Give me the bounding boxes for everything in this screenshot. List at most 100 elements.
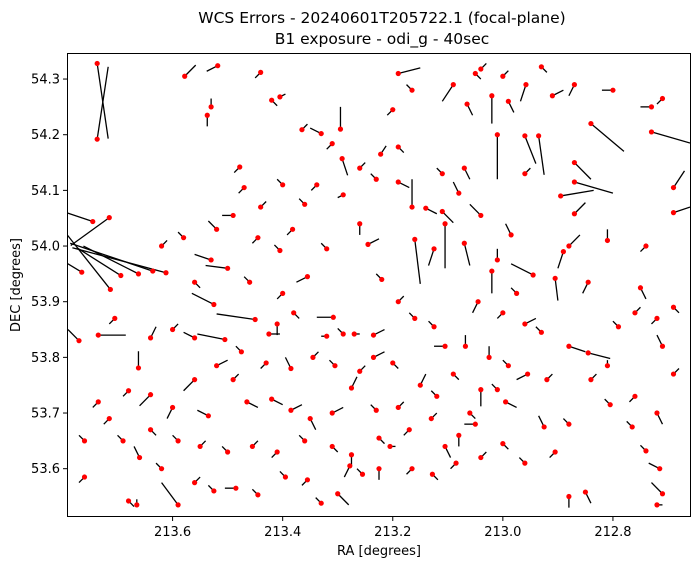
- data-point: [134, 502, 140, 508]
- data-point: [208, 104, 214, 110]
- data-point: [269, 97, 275, 103]
- error-vector: [76, 247, 122, 277]
- data-point: [544, 377, 550, 383]
- data-point: [314, 182, 320, 188]
- data-point: [180, 235, 187, 241]
- data-point: [277, 247, 283, 254]
- data-point: [376, 466, 382, 472]
- data-point: [90, 218, 96, 225]
- data-point: [657, 466, 663, 472]
- x-axis-ticks: 213.6 213.4 213.2 213.0 212.8: [154, 516, 632, 540]
- data-point: [585, 350, 591, 356]
- data-point: [558, 193, 564, 199]
- data-point: [192, 335, 198, 341]
- data-point: [494, 257, 500, 263]
- data-point: [269, 396, 275, 402]
- data-point: [395, 404, 401, 411]
- data-point: [302, 201, 308, 207]
- data-point: [610, 87, 616, 93]
- error-vector: [441, 84, 454, 102]
- data-point: [643, 448, 649, 454]
- data-point: [530, 272, 536, 278]
- error-vector: [560, 189, 594, 197]
- data-point: [214, 363, 220, 369]
- error-vector: [427, 248, 435, 266]
- data-point: [571, 179, 578, 185]
- data-point: [230, 212, 236, 219]
- data-point: [503, 399, 509, 405]
- y-tick-label: 53.8: [31, 351, 60, 366]
- error-vector: [519, 84, 527, 102]
- error-vector: [68, 234, 111, 290]
- data-point: [566, 343, 572, 349]
- data-point: [335, 491, 341, 497]
- data-point: [489, 268, 495, 274]
- data-point: [329, 141, 335, 147]
- plot-frame: [67, 53, 691, 517]
- data-point: [632, 393, 638, 399]
- x-tick-label: 213.4: [264, 525, 301, 540]
- data-point: [549, 93, 555, 99]
- data-point: [453, 460, 459, 466]
- data-point: [478, 454, 484, 461]
- data-point: [607, 402, 613, 408]
- data-point: [472, 70, 478, 77]
- data-point: [339, 156, 345, 162]
- data-point: [670, 184, 677, 191]
- data-point: [522, 171, 528, 177]
- data-point: [442, 443, 448, 450]
- error-vector: [568, 234, 581, 247]
- error-vector: [72, 247, 167, 274]
- error-vector: [588, 352, 611, 360]
- data-point: [538, 64, 544, 70]
- error-vector: [510, 263, 534, 276]
- x-tick-label: 213.6: [154, 525, 191, 540]
- data-point: [107, 286, 113, 293]
- data-point: [81, 438, 88, 444]
- data-point: [214, 226, 220, 232]
- data-point: [332, 363, 338, 369]
- data-point: [318, 500, 324, 506]
- data-point: [280, 182, 286, 188]
- data-point: [266, 331, 272, 337]
- error-vector: [184, 64, 197, 77]
- data-point: [310, 354, 316, 360]
- data-point: [135, 365, 142, 371]
- error-vector: [673, 206, 690, 214]
- data-point: [136, 454, 143, 461]
- data-point: [76, 338, 82, 344]
- data-point: [329, 443, 335, 450]
- y-tick-label: 53.7: [31, 407, 60, 422]
- data-point: [541, 424, 547, 430]
- data-point: [456, 432, 462, 438]
- data-point: [274, 449, 280, 455]
- data-point: [307, 415, 313, 422]
- error-vector: [672, 170, 686, 188]
- data-point: [94, 136, 100, 142]
- data-point: [329, 410, 335, 416]
- data-point: [654, 410, 660, 416]
- data-point: [330, 314, 336, 320]
- error-vector: [161, 482, 179, 506]
- data-point: [439, 171, 445, 177]
- data-point: [456, 190, 462, 196]
- x-tick-label: 213.2: [374, 525, 411, 540]
- data-point: [247, 279, 253, 285]
- data-point: [125, 498, 132, 504]
- data-point: [255, 235, 261, 241]
- data-point: [135, 271, 142, 277]
- plot-content: [68, 60, 690, 508]
- data-point: [299, 127, 305, 133]
- data-point: [255, 492, 261, 498]
- data-point: [289, 226, 296, 232]
- data-point: [258, 69, 264, 75]
- data-point: [412, 315, 418, 321]
- y-tick-label: 54.3: [31, 73, 60, 88]
- data-point: [158, 243, 165, 249]
- data-point: [439, 208, 445, 215]
- data-point: [192, 480, 198, 486]
- data-point: [395, 70, 401, 77]
- data-point: [450, 371, 456, 377]
- data-point: [348, 385, 355, 391]
- data-point: [81, 474, 88, 480]
